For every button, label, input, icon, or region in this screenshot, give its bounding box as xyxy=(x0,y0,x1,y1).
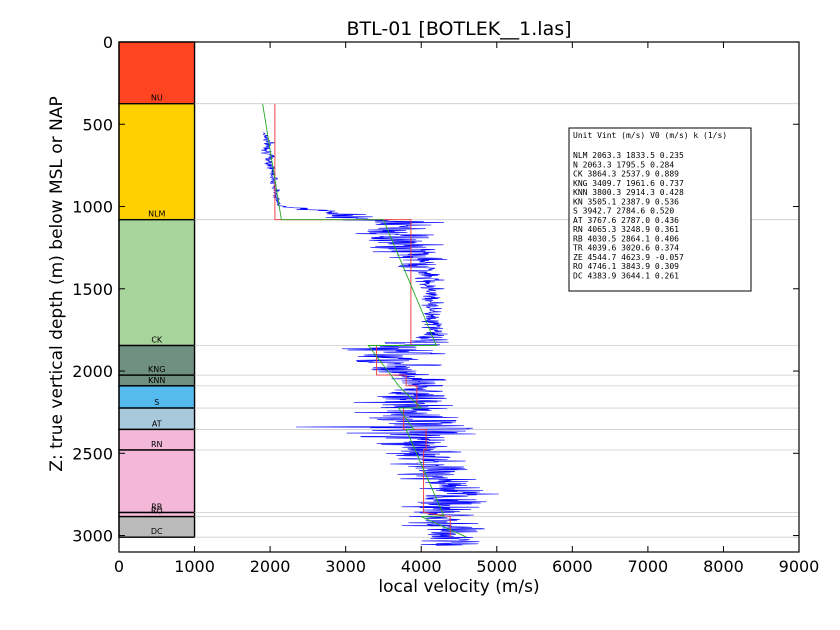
x-tick-label: 6000 xyxy=(552,557,593,576)
y-tick-label: 0 xyxy=(103,33,113,52)
unit-label: KNG xyxy=(148,365,165,374)
unit-block-nlm xyxy=(118,102,196,221)
unit-label: CK xyxy=(151,336,163,345)
unit-label: RO xyxy=(151,507,163,516)
x-tick-label: 8000 xyxy=(703,557,744,576)
unit-label: RN xyxy=(151,440,163,449)
table-row: TR 4039.6 3020.6 0.374 xyxy=(573,244,679,253)
y-tick-label: 2500 xyxy=(72,444,113,463)
unit-label: KNN xyxy=(148,376,165,385)
table-row: KNG 3409.7 1961.6 0.737 xyxy=(573,179,684,188)
unit-label: NU xyxy=(151,94,163,103)
table-row: RN 4065.3 3248.9 0.361 xyxy=(573,225,679,234)
x-tick-label: 5000 xyxy=(476,557,517,576)
table-row: CK 3864.3 2537.9 0.889 xyxy=(573,170,679,179)
chart-title: BTL-01 [BOTLEK__1.las] xyxy=(346,18,571,40)
unit-block-ck xyxy=(118,218,196,347)
table-row: RO 4746.1 3843.9 0.309 xyxy=(573,262,679,271)
x-tick-label: 0 xyxy=(114,557,124,576)
table-row: RB 4030.5 2864.1 0.406 xyxy=(573,234,679,243)
x-tick-label: 3000 xyxy=(325,557,366,576)
table-row: S 3942.7 2784.6 0.520 xyxy=(573,207,674,216)
unit-block-rb xyxy=(118,449,196,514)
x-tick-label: 7000 xyxy=(628,557,669,576)
y-tick-label: 3000 xyxy=(72,527,113,546)
table-header: Unit Vint (m/s) V0 (m/s) k (1/s) xyxy=(573,131,727,140)
table-row: AT 3767.6 2787.0 0.436 xyxy=(573,216,679,225)
table-row: KN 3505.1 2387.9 0.536 xyxy=(573,197,679,206)
unit-label: DC xyxy=(151,527,163,536)
unit-label: S xyxy=(154,398,159,407)
x-tick-label: 4000 xyxy=(401,557,442,576)
data-series xyxy=(261,103,499,546)
x-axis-label: local velocity (m/s) xyxy=(378,577,539,597)
y-tick-label: 500 xyxy=(82,115,113,134)
unit-label: AT xyxy=(152,419,162,428)
y-tick-label: 1000 xyxy=(72,198,113,217)
unit-label: NLM xyxy=(148,210,165,219)
plot-frame xyxy=(118,41,800,553)
interval-velocity-line xyxy=(274,103,451,538)
table-row: NLM 2063.3 1833.5 0.235 xyxy=(573,151,684,160)
table-row: N 2063.3 1795.5 0.284 xyxy=(573,160,674,169)
trend-line xyxy=(262,103,467,538)
table-frame xyxy=(568,127,752,292)
table-row: ZE 4544.7 4623.9 -0.057 xyxy=(573,253,684,262)
y-tick-label: 1500 xyxy=(72,280,113,299)
x-tick-label: 2000 xyxy=(250,557,291,576)
y-axis-label: Z: true vertical depth (m) below MSL or … xyxy=(47,96,67,471)
axis-ticks: 0 1000 2000 3000 4000 5000 6000 7000 8000 9000 0 50… xyxy=(72,33,819,576)
unit-block-kng xyxy=(118,344,196,376)
table-row: DC 4383.9 3644.1 0.261 xyxy=(573,271,679,280)
y-tick-label: 2000 xyxy=(72,362,113,381)
x-tick-label: 9000 xyxy=(779,557,820,576)
unit-block-nu xyxy=(118,41,196,105)
velocity-table: Unit Vint (m/s) V0 (m/s) k (1/s) NLM 2063… xyxy=(568,127,752,292)
x-tick-label: 1000 xyxy=(174,557,215,576)
unit-label: RB xyxy=(151,503,162,512)
velocity-log-line xyxy=(261,132,499,546)
table-row: KNN 3800.3 2914.3 0.428 xyxy=(573,188,684,197)
